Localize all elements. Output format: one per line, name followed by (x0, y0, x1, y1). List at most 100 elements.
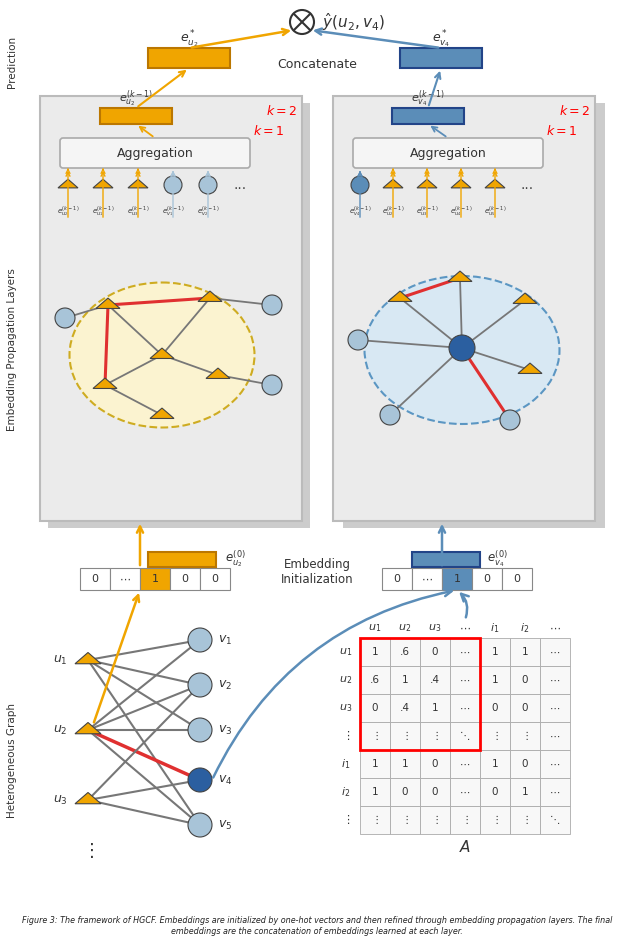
Polygon shape (75, 723, 101, 734)
Bar (420, 806, 450, 834)
Circle shape (188, 628, 212, 652)
Circle shape (164, 176, 182, 194)
Circle shape (262, 375, 282, 395)
Text: 0: 0 (91, 574, 98, 584)
Polygon shape (75, 793, 101, 804)
Bar (390, 750, 420, 778)
Text: 0: 0 (432, 759, 438, 769)
Bar (472, 568, 502, 590)
Polygon shape (75, 652, 101, 664)
Polygon shape (485, 179, 505, 188)
Text: $\vdots$: $\vdots$ (82, 841, 94, 859)
Text: $\cdots$: $\cdots$ (550, 759, 560, 769)
Text: $\ddots$: $\ddots$ (460, 729, 470, 742)
Ellipse shape (70, 283, 254, 428)
Bar (442, 568, 472, 590)
FancyArrowPatch shape (213, 589, 451, 778)
Text: $\cdots$: $\cdots$ (119, 574, 131, 584)
FancyBboxPatch shape (353, 138, 543, 168)
Bar (170, 568, 200, 590)
Text: 0: 0 (181, 574, 188, 584)
Text: $\vdots$: $\vdots$ (371, 813, 379, 826)
Text: $v_5$: $v_5$ (218, 818, 232, 831)
Bar (480, 694, 510, 722)
Text: $\vdots$: $\vdots$ (342, 813, 350, 826)
Text: $\vdots$: $\vdots$ (431, 813, 439, 826)
Bar (390, 666, 420, 694)
Text: $\cdots$: $\cdots$ (460, 787, 470, 797)
Polygon shape (206, 368, 230, 378)
Bar (510, 638, 540, 666)
Text: $v_2$: $v_2$ (218, 679, 232, 692)
Text: Concatenate: Concatenate (277, 58, 357, 71)
Text: $\vdots$: $\vdots$ (401, 729, 409, 742)
Text: $\cdots$: $\cdots$ (550, 787, 560, 797)
Bar (420, 722, 450, 750)
Polygon shape (128, 179, 148, 188)
Bar (390, 694, 420, 722)
Circle shape (380, 405, 400, 425)
Text: 0: 0 (372, 703, 378, 713)
Text: $\vdots$: $\vdots$ (491, 813, 499, 826)
Text: 0: 0 (394, 574, 401, 584)
Text: 0: 0 (432, 787, 438, 797)
Bar (480, 750, 510, 778)
Bar (343, 103, 605, 528)
FancyArrowPatch shape (461, 593, 469, 618)
Text: $\cdots$: $\cdots$ (460, 647, 470, 657)
Bar (450, 722, 480, 750)
Circle shape (188, 718, 212, 742)
Bar (392, 108, 464, 124)
Bar (450, 638, 480, 666)
Text: $\vdots$: $\vdots$ (431, 729, 439, 742)
Text: $\cdots$: $\cdots$ (460, 703, 470, 713)
Text: $e^{(k-1)}_{v_2}$: $e^{(k-1)}_{v_2}$ (197, 205, 219, 219)
Bar (480, 666, 510, 694)
Text: 0: 0 (432, 647, 438, 657)
Bar (360, 638, 480, 750)
Text: $\cdots$: $\cdots$ (460, 759, 470, 769)
Text: 0: 0 (514, 574, 521, 584)
Polygon shape (93, 179, 113, 188)
Text: .6: .6 (370, 675, 380, 685)
Text: $e^{(k-1)}_{u_2}$: $e^{(k-1)}_{u_2}$ (56, 205, 79, 219)
Polygon shape (150, 348, 174, 358)
Polygon shape (513, 293, 537, 303)
Text: 0: 0 (522, 703, 528, 713)
Text: $k=2$: $k=2$ (559, 104, 590, 118)
Bar (333, 96, 595, 521)
Text: $u_2$: $u_2$ (339, 674, 353, 686)
Text: $e^*_{v_4}$: $e^*_{v_4}$ (432, 28, 450, 50)
Text: Embedding Propagation Layers: Embedding Propagation Layers (7, 269, 17, 431)
Text: A: A (460, 841, 470, 856)
Bar (48, 103, 310, 528)
Polygon shape (417, 179, 437, 188)
Bar (480, 722, 510, 750)
Bar (360, 694, 390, 722)
Text: $\hat{y}(u_2, v_4)$: $\hat{y}(u_2, v_4)$ (322, 11, 385, 33)
Circle shape (449, 335, 475, 361)
Text: $e^{(0)}_{v_4}$: $e^{(0)}_{v_4}$ (487, 548, 508, 569)
Polygon shape (150, 408, 174, 418)
Polygon shape (518, 363, 542, 373)
Bar (360, 638, 390, 666)
Text: $u_2$: $u_2$ (398, 622, 411, 634)
Text: Aggregation: Aggregation (117, 147, 193, 159)
Text: $\cdots$: $\cdots$ (421, 574, 433, 584)
Text: $e^{(k-1)}_{u_2}$: $e^{(k-1)}_{u_2}$ (119, 89, 153, 110)
Text: 1: 1 (522, 787, 528, 797)
Text: 1: 1 (372, 647, 378, 657)
Ellipse shape (365, 276, 559, 424)
Text: $\cdots$: $\cdots$ (550, 647, 560, 657)
Text: $\cdots$: $\cdots$ (550, 703, 560, 713)
Bar (360, 778, 390, 806)
Text: $\ddots$: $\ddots$ (550, 813, 560, 826)
Text: 1: 1 (152, 574, 158, 584)
Text: $\cdots$: $\cdots$ (459, 623, 471, 633)
Bar (450, 694, 480, 722)
Text: Embedding
Initialization: Embedding Initialization (281, 558, 353, 586)
Bar (110, 568, 140, 590)
Bar (420, 778, 450, 806)
Text: $u_3$: $u_3$ (339, 702, 353, 714)
Text: 0: 0 (492, 703, 498, 713)
